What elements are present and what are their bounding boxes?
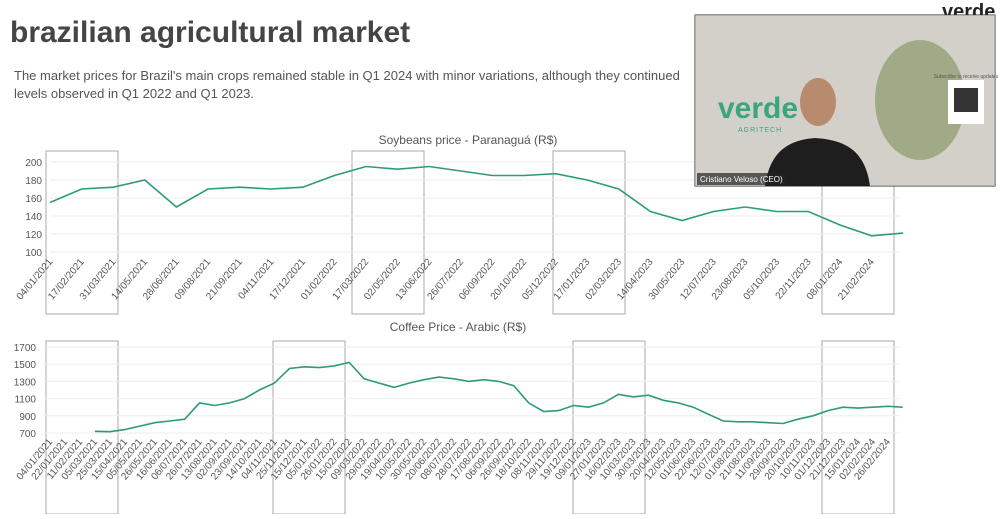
- video-tagline: AGRITECH: [738, 127, 782, 134]
- speaker-label-bg: [697, 173, 785, 185]
- speaker-body: [765, 138, 870, 186]
- highlight-box: [45, 150, 119, 315]
- price-line: [94, 361, 903, 433]
- y-tick-label: 120: [25, 230, 42, 241]
- subtitle-line: The market prices for Brazil's main crop…: [14, 68, 680, 83]
- y-tick-label: 180: [25, 176, 42, 187]
- y-tick-label: 140: [25, 212, 42, 223]
- subtitle-line: levels observed in Q1 2022 and Q1 2023.: [14, 86, 254, 101]
- qr-caption: Subscribe to receive updates: [934, 74, 999, 80]
- y-tick-label: 100: [25, 248, 42, 259]
- y-tick-label: 1300: [14, 377, 37, 388]
- y-tick-label: 1700: [14, 343, 37, 354]
- chart-title: Coffee Price - Arabic (R$): [390, 320, 527, 334]
- y-tick-label: 1500: [14, 360, 37, 371]
- highlight-box: [552, 150, 626, 315]
- y-tick-label: 900: [19, 412, 36, 423]
- highlight-box: [572, 340, 646, 515]
- highlight-boxes: [45, 150, 895, 515]
- highlight-box: [45, 340, 119, 515]
- slide-title: brazilian agricultural market: [10, 16, 410, 49]
- video-overlay: Subscribe to receive updates verde AGRIT…: [694, 14, 999, 187]
- speaker-name: Cristiano Veloso (CEO): [700, 175, 783, 184]
- highlight-box: [821, 340, 895, 515]
- y-tick-label: 160: [25, 194, 42, 205]
- y-tick-label: 200: [25, 158, 42, 169]
- chart-title: Soybeans price - Paranaguá (R$): [379, 133, 558, 147]
- qr-pattern: [954, 88, 978, 112]
- y-tick-label: 700: [19, 429, 36, 440]
- plant: [875, 40, 965, 160]
- video-logo: verde: [718, 92, 798, 125]
- speaker-head: [800, 78, 836, 126]
- price-line: [49, 165, 904, 237]
- y-tick-label: 1100: [14, 395, 36, 406]
- highlight-box: [351, 150, 425, 315]
